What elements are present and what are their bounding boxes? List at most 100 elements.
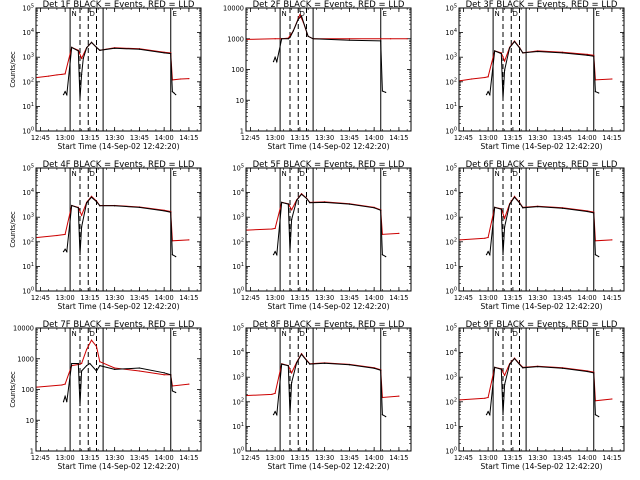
y-tick-label: 104 (445, 28, 457, 37)
data-point (509, 203, 511, 206)
y-tick-label: 105 (22, 4, 34, 13)
data-point (398, 395, 400, 397)
data-point (138, 370, 140, 372)
data-point (276, 254, 278, 256)
data-point (406, 38, 408, 40)
x-axis-label: Start Time (14-Sep-02 12:42:20) (268, 462, 390, 471)
x-tick-label: 13:30 (105, 294, 124, 302)
data-point (291, 372, 293, 374)
y-tick-label: 100 (232, 287, 244, 296)
x-axis-label: Start Time (14-Sep-02 12:42:20) (268, 142, 390, 151)
data-point (274, 250, 276, 253)
y-tick-label: 103 (22, 213, 34, 222)
x-tick-label: 13:45 (553, 454, 572, 462)
x-tick-label: 13:15 (503, 294, 522, 302)
data-point (593, 372, 595, 374)
panel-title: Det 5F BLACK = Events, RED = LLD (253, 160, 405, 170)
x-axis-label: Start Time (14-Sep-02 12:42:20) (481, 462, 603, 471)
data-point (81, 214, 83, 216)
data-point (81, 226, 83, 228)
data-point (82, 57, 84, 59)
data-point (324, 201, 326, 203)
x-tick-label: 14:00 (578, 134, 597, 142)
data-point (138, 206, 140, 209)
data-point (398, 232, 400, 234)
data-point (95, 201, 98, 203)
data-point (62, 401, 65, 403)
data-point (66, 250, 68, 253)
data-point (593, 212, 595, 214)
data-point (79, 98, 81, 100)
x-tick-label: 14:00 (365, 134, 384, 142)
data-point (36, 76, 38, 79)
data-point (86, 348, 88, 351)
data-point (90, 196, 93, 198)
data-point (114, 367, 116, 369)
data-point (114, 47, 116, 49)
panel-title: Det 1F BLACK = Events, RED = LLD (43, 0, 195, 10)
x-tick-label: 12:45 (31, 134, 50, 142)
data-point (81, 370, 83, 372)
y-tick-label: 103 (445, 373, 457, 382)
data-point (86, 364, 88, 367)
x-tick-label: 13:15 (503, 134, 522, 142)
x-tick-label: 13:45 (130, 134, 149, 142)
data-point (246, 38, 248, 41)
data-point (305, 197, 308, 200)
data-point (504, 60, 506, 62)
data-point (271, 228, 273, 230)
y-tick-label: 105 (445, 4, 457, 13)
data-point (459, 239, 461, 241)
data-point (385, 416, 387, 418)
data-point (287, 203, 289, 205)
panel-det-2: Det 2F BLACK = Events, RED = LLD 1 10 100 10… (223, 0, 412, 151)
y-tick-label: 10 (236, 97, 244, 105)
data-point (163, 52, 165, 54)
panel-title: Det 8F BLACK = Events, RED = LLD (253, 320, 405, 330)
panel-det-8: Det 8F BLACK = Events, RED = LLD 100 101 10… (232, 320, 412, 471)
data-point (276, 414, 278, 416)
data-point (381, 254, 383, 256)
data-point (90, 339, 93, 341)
data-point (95, 370, 98, 372)
data-point (274, 56, 276, 58)
data-point (171, 254, 173, 256)
x-tick-label: 13:30 (528, 294, 547, 302)
data-point (289, 414, 291, 416)
data-point (175, 256, 177, 258)
x-tick-label: 14:00 (365, 454, 384, 462)
data-point (163, 210, 165, 212)
data-point (272, 414, 275, 416)
event-marker-label: D (513, 330, 518, 338)
event-marker-label: E (596, 10, 600, 18)
y-tick-label: 100 (232, 447, 244, 456)
y-tick-label: 104 (232, 348, 244, 357)
data-point (380, 40, 382, 42)
plot-frame (458, 7, 625, 132)
data-point (56, 234, 58, 237)
data-point (274, 410, 276, 413)
data-point (64, 248, 66, 250)
data-point (281, 38, 283, 40)
x-axis-label: Start Time (14-Sep-02 12:42:20) (58, 462, 180, 471)
y-tick-label: 104 (445, 348, 457, 357)
event-marker-label: E (173, 10, 177, 18)
y-tick-label: 103 (232, 213, 244, 222)
data-point (36, 236, 38, 239)
data-point (170, 374, 172, 376)
x-tick-label: 14:00 (578, 294, 597, 302)
data-point (300, 15, 303, 17)
data-point (71, 362, 73, 365)
y-tick-label: 102 (22, 77, 34, 86)
event-marker-label: N (281, 10, 286, 18)
data-point (300, 193, 303, 195)
data-point (502, 98, 504, 100)
data-point (90, 41, 93, 43)
data-point (271, 393, 273, 395)
x-axis-label: Start Time (14-Sep-02 12:42:20) (481, 302, 603, 311)
lld-series-line (37, 339, 189, 388)
y-tick-label: 103 (22, 53, 34, 62)
event-marker-label: D (513, 170, 518, 178)
data-point (299, 14, 301, 16)
data-point (86, 202, 88, 204)
